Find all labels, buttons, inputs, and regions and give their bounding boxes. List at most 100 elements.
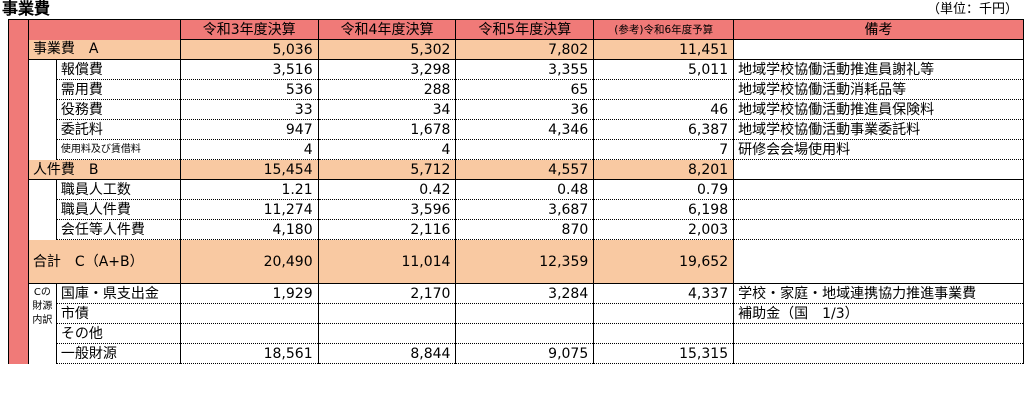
cell-value: 2,170: [318, 283, 457, 304]
cell-value: [180, 303, 319, 324]
cell-note: [733, 219, 1024, 240]
cell-value: 11,014: [318, 239, 457, 284]
cell-value: 20,490: [180, 239, 319, 284]
row-label: 一般財源: [56, 343, 181, 364]
row-label: 役務費: [56, 99, 181, 120]
cell-value: 0.42: [318, 179, 457, 200]
indent-cell: [28, 179, 57, 240]
cell-value: 33: [180, 99, 319, 120]
cell-note: [733, 179, 1024, 200]
cell-value: [318, 323, 457, 344]
table-row: 職員人工数 1.21 0.42 0.48 0.79: [9, 179, 1024, 240]
cell-value: [318, 303, 457, 324]
row-label: 職員人件費: [56, 199, 181, 220]
header-label-cell: [28, 19, 181, 40]
total-label: 合計 C（A+B）: [28, 239, 181, 284]
row-label: その他: [56, 323, 181, 344]
cell-value: 11,451: [593, 39, 735, 60]
cell-note: [733, 323, 1024, 344]
cell-note: [733, 199, 1024, 220]
total-row: 合計 C（A+B） 20,490 11,014 12,359 19,652: [9, 239, 1024, 284]
cell-value: 4,557: [455, 159, 595, 180]
category-row-jigyou: 事業費 A 5,036 5,302 7,802 11,451: [8, 39, 1024, 364]
row-label: 会任等人件費: [56, 219, 181, 240]
cell-value: 15,315: [593, 343, 735, 364]
cell-value: 3,516: [180, 59, 319, 80]
table-row: 役務費 33 34 36 46 地域学校協働活動推進員保険料: [9, 99, 1024, 120]
table-row: 市債 補助金（国 1/3）: [9, 303, 1024, 324]
table-row: 使用料及び賃借料 4 4 7 研修会会場使用料: [9, 139, 1024, 160]
cell-value: [455, 303, 595, 324]
cell-value: 36: [455, 99, 595, 120]
cell-note: [733, 159, 1024, 180]
cell-value: 11,274: [180, 199, 319, 220]
cell-value: 288: [318, 79, 457, 100]
cell-value: 1,929: [180, 283, 319, 304]
header-notes: 備考: [733, 19, 1024, 40]
cell-value: 5,712: [318, 159, 457, 180]
header-corner: [8, 19, 29, 40]
cell-value: [455, 139, 595, 160]
table-row: 報償費 3,516 3,298 3,355 5,011 地域学校協働活動推進員謝…: [9, 59, 1024, 160]
cell-note: [733, 39, 1024, 60]
header-r5: 令和5年度決算: [455, 19, 595, 40]
cell-value: 3,355: [455, 59, 595, 80]
cell-note: [733, 343, 1024, 364]
cell-value: 1,678: [318, 119, 457, 140]
cell-value: 3,687: [455, 199, 595, 220]
header-r4: 令和4年度決算: [318, 19, 457, 40]
cell-value: 4,337: [593, 283, 735, 304]
table-row: 会任等人件費 4,180 2,116 870 2,003: [9, 219, 1024, 240]
category-row-jinken: 人件費 B 15,454 5,712 4,557 8,201: [9, 159, 1024, 180]
row-label: 使用料及び賃借料: [56, 139, 181, 160]
table-row: 職員人件費 11,274 3,596 3,687 6,198: [9, 199, 1024, 220]
row-label: 報償費: [56, 59, 181, 80]
header-row: 令和3年度決算 令和4年度決算 令和5年度決算 (参考)令和6年度予算 備考: [8, 19, 1024, 40]
cell-value: 2,116: [318, 219, 457, 240]
cell-value: [593, 303, 735, 324]
cell-value: [593, 79, 735, 100]
category-label: 人件費 B: [28, 159, 181, 180]
cell-note: 補助金（国 1/3）: [733, 303, 1024, 324]
cell-value: 46: [593, 99, 735, 120]
category-label: 事業費 A: [28, 39, 181, 60]
cell-value: 870: [455, 219, 595, 240]
cell-value: 4: [180, 139, 319, 160]
cell-value: 3,284: [455, 283, 595, 304]
cell-note: [733, 239, 1024, 284]
table-row: その他: [9, 323, 1024, 344]
header-r3: 令和3年度決算: [180, 19, 319, 40]
cell-value: 536: [180, 79, 319, 100]
unit-label: （単位：千円）: [926, 2, 1018, 17]
cell-note: 地域学校協働活動事業委託料: [733, 119, 1024, 140]
table-row: Cの財源内訳 国庫・県支出金 1,929 2,170 3,284 4,337 学…: [9, 283, 1024, 364]
cell-value: 2,003: [593, 219, 735, 240]
cell-value: 4,180: [180, 219, 319, 240]
cell-value: 8,844: [318, 343, 457, 364]
cell-value: 4,346: [455, 119, 595, 140]
left-pink-band: [8, 39, 29, 364]
cell-value: 15,454: [180, 159, 319, 180]
row-label: 委託料: [56, 119, 181, 140]
indent-cell: [28, 59, 57, 160]
cell-note: 地域学校協働活動推進員保険料: [733, 99, 1024, 120]
cell-value: [455, 323, 595, 344]
cell-value: 6,387: [593, 119, 735, 140]
cell-value: 19,652: [593, 239, 735, 284]
cell-value: 3,596: [318, 199, 457, 220]
cell-note: 学校・家庭・地域連携協力推進事業費: [733, 283, 1024, 304]
table-row: 委託料 947 1,678 4,346 6,387 地域学校協働活動事業委託料: [9, 119, 1024, 140]
page-title: 事業費: [2, 0, 51, 18]
cell-value: 8,201: [593, 159, 735, 180]
table-row: 一般財源 18,561 8,844 9,075 15,315: [9, 343, 1024, 364]
cell-value: 7: [593, 139, 735, 160]
cell-value: 5,302: [318, 39, 457, 60]
cell-note: 地域学校協働活動消耗品等: [733, 79, 1024, 100]
cell-value: 18,561: [180, 343, 319, 364]
cell-value: 4: [318, 139, 457, 160]
cell-value: 7,802: [455, 39, 595, 60]
row-label: 市債: [56, 303, 181, 324]
table-row: 需用費 536 288 65 地域学校協働活動消耗品等: [9, 79, 1024, 100]
cell-value: [180, 323, 319, 344]
budget-table: 令和3年度決算 令和4年度決算 令和5年度決算 (参考)令和6年度予算 備考 事…: [8, 19, 1024, 364]
